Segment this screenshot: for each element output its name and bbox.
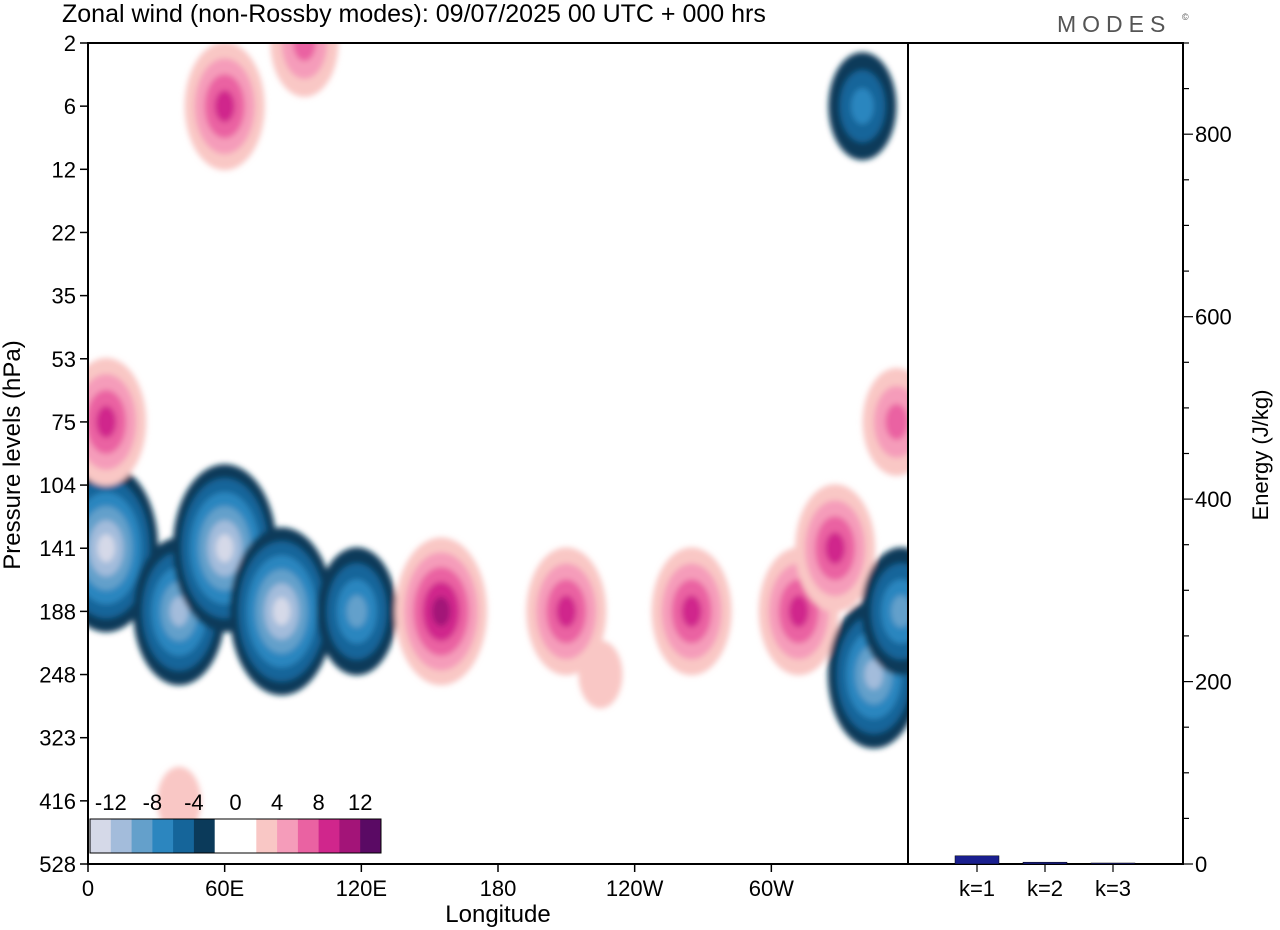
colorbar-label: -8	[143, 790, 163, 815]
heatmap-feature	[346, 595, 367, 628]
colorbar-label: 8	[312, 790, 324, 815]
heatmap-feature	[681, 595, 702, 628]
heatmap-feature	[293, 43, 316, 61]
colorbar-swatch	[256, 819, 278, 853]
heatmap-feature	[157, 766, 202, 835]
y-tick-label: 141	[39, 536, 76, 561]
brand-logo: MODES	[1057, 11, 1171, 37]
heatmap-feature	[556, 595, 577, 628]
energy-bar	[1090, 862, 1136, 865]
colorbar-swatch	[214, 819, 236, 853]
colorbar: -12 -8 -4 0 4 8 12	[89, 790, 382, 854]
x-tick-label: 60W	[749, 876, 794, 901]
heatmap-feature	[97, 534, 115, 563]
colorbar-swatch	[235, 819, 257, 853]
y-tick-label: 188	[39, 599, 76, 624]
energy-tick-label: 600	[1195, 305, 1232, 330]
x-tick-label: 120E	[336, 876, 387, 901]
energy-tick-label: 200	[1195, 670, 1232, 695]
heatmap-feature	[214, 90, 235, 123]
colorbar-swatch	[131, 819, 153, 853]
colorbar-swatch	[297, 819, 320, 853]
x-axis-label: Longitude	[445, 901, 550, 928]
y-tick-label: 248	[39, 663, 76, 688]
x-tick-label: 0	[82, 876, 94, 901]
colorbar-swatch	[152, 819, 174, 853]
y-tick-label: 35	[52, 284, 76, 309]
y-tick-label: 528	[39, 852, 76, 877]
x-tick-label: 180	[480, 876, 517, 901]
energy-category-label: k=2	[1027, 876, 1063, 901]
heatmap-feature	[96, 405, 117, 438]
colorbar-swatch	[339, 819, 361, 853]
colorbar-label: 4	[271, 790, 283, 815]
x-tick-label: 120W	[606, 876, 664, 901]
colorbar-label: -12	[95, 790, 127, 815]
chart-title: Zonal wind (non-Rossby modes): 09/07/202…	[62, 0, 766, 28]
heatmap-feature	[825, 532, 846, 565]
heatmap-feature	[431, 596, 451, 627]
colorbar-swatch	[173, 819, 195, 853]
colorbar-swatch	[110, 819, 133, 853]
heatmap-feature	[169, 596, 189, 627]
energy-frame	[907, 42, 1184, 865]
energy-tick-label: 400	[1195, 487, 1232, 512]
colorbar-swatch	[193, 819, 216, 853]
energy-category-label: k=1	[959, 876, 995, 901]
colorbar-swatch	[277, 819, 299, 853]
heatmap-feature	[864, 659, 883, 690]
y-tick-label: 323	[39, 726, 76, 751]
energy-tick-label: 800	[1195, 122, 1232, 147]
energy-category-label: k=3	[1095, 876, 1131, 901]
y-tick-label: 75	[52, 410, 76, 435]
energy-bar	[1022, 861, 1068, 865]
y-tick-label: 12	[52, 157, 76, 182]
y-tick-label: 416	[39, 789, 76, 814]
brand-mark: ©	[1182, 12, 1189, 22]
energy-bar	[954, 855, 1000, 865]
heatmap-area	[88, 43, 908, 864]
colorbar-label: -4	[184, 790, 204, 815]
colorbar-swatch	[360, 819, 382, 853]
y-tick-label: 104	[39, 473, 76, 498]
y-tick-label: 2	[64, 31, 76, 56]
heatmap-feature	[885, 403, 908, 440]
heatmap-feature	[788, 595, 809, 628]
heatmap-feature	[272, 597, 291, 626]
heatmap-feature	[891, 595, 908, 628]
y-axis-label: Pressure levels (hPa)	[0, 340, 26, 569]
x-tick-label: 60E	[205, 876, 244, 901]
heatmap-feature	[216, 534, 234, 563]
heatmap-feature	[578, 640, 623, 709]
colorbar-label: 0	[229, 790, 241, 815]
energy-panel: 0 200 400 600 800 k=1 k=2 k=3 Energy (J/kg)	[907, 42, 1273, 901]
colorbar-label: 12	[348, 790, 372, 815]
y-tick-label: 53	[52, 347, 76, 372]
colorbar-swatch	[90, 819, 112, 853]
energy-tick-label: 0	[1195, 852, 1207, 877]
heatmap-feature	[851, 88, 874, 125]
energy-axis-label: Energy (J/kg)	[1248, 390, 1273, 521]
y-tick-label: 6	[64, 94, 76, 119]
y-tick-label: 22	[52, 220, 76, 245]
colorbar-swatch	[318, 819, 340, 853]
